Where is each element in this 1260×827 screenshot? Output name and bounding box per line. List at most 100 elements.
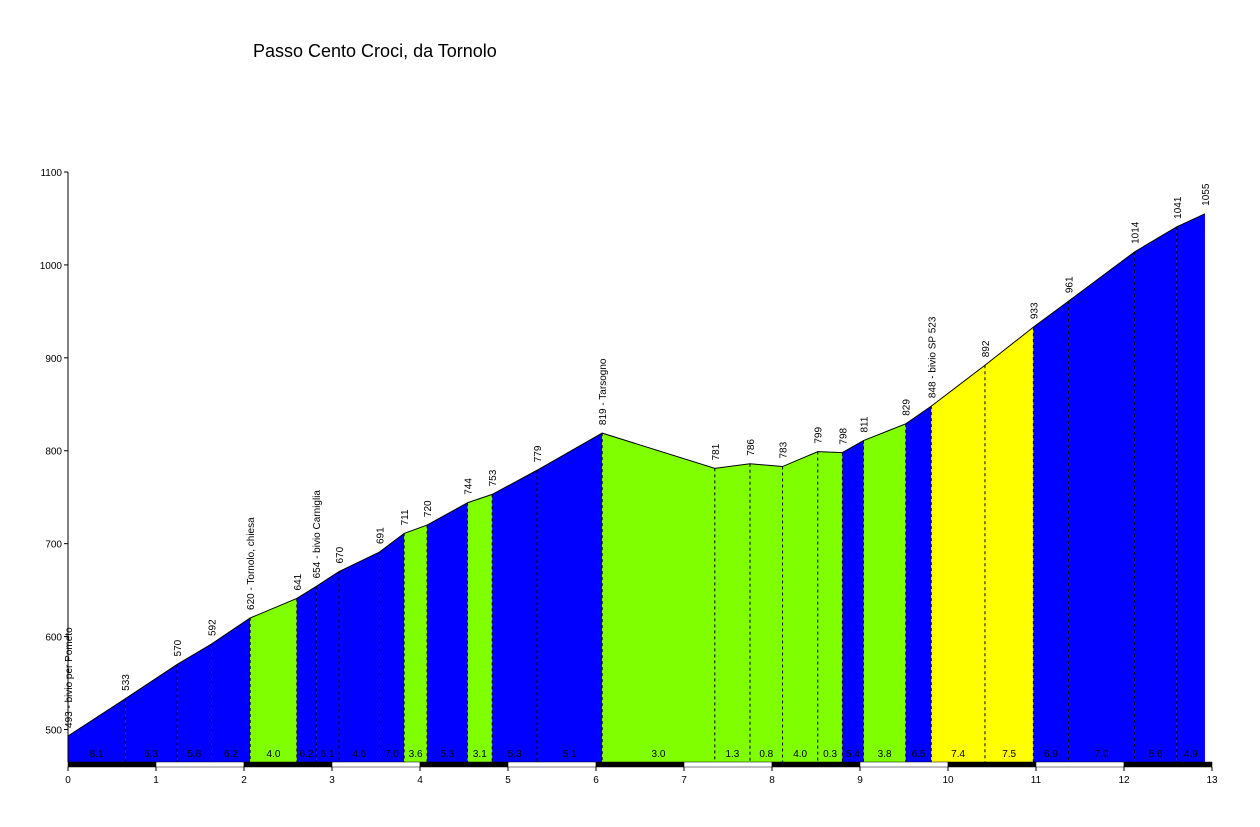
- y-tick-label: 1100: [40, 168, 62, 179]
- gradient-label: 8.1: [90, 749, 104, 760]
- profile-segment: [750, 463, 783, 762]
- gradient-label: 3.1: [473, 749, 487, 760]
- profile-segment: [537, 433, 603, 762]
- profile-segment: [1068, 251, 1135, 762]
- gradient-label: 5.3: [440, 749, 454, 760]
- point-label: 620 - Tornolo, chiesa: [246, 517, 257, 610]
- km-bar-block: [331, 761, 421, 768]
- point-label: 691: [376, 527, 387, 544]
- point-label: 592: [207, 619, 218, 636]
- gradient-label: 7.4: [951, 749, 965, 760]
- gradient-label: 6.2: [224, 749, 238, 760]
- km-bar-block: [947, 761, 1037, 768]
- gradient-label: 6.9: [1044, 749, 1058, 760]
- x-tick-label: 11: [1031, 775, 1042, 786]
- profile-segment: [782, 451, 818, 762]
- km-bar-block: [155, 761, 245, 768]
- point-label: 829: [902, 399, 913, 416]
- point-label: 783: [779, 441, 790, 458]
- x-tick-label: 8: [769, 775, 775, 786]
- profile-segment: [379, 533, 405, 762]
- x-tick-label: 6: [593, 775, 599, 786]
- profile-segment: [125, 664, 178, 762]
- x-tick-label: 1: [153, 775, 159, 786]
- km-bar-block: [419, 761, 509, 768]
- x-tick-label: 7: [681, 775, 687, 786]
- segment-divider-lines: [124, 226, 1178, 762]
- gradient-label: 5.4: [846, 749, 860, 760]
- x-tick-label: 0: [65, 775, 71, 786]
- gradient-label: 3.8: [878, 749, 892, 760]
- x-tick-label: 10: [942, 775, 954, 786]
- point-label: 798: [838, 427, 849, 444]
- profile-segment: [1033, 301, 1069, 762]
- point-label: 720: [423, 500, 434, 517]
- point-label: 570: [173, 639, 184, 656]
- km-bar-block: [859, 761, 949, 768]
- x-tick-label: 5: [505, 775, 511, 786]
- gradient-label: 0.8: [759, 749, 773, 760]
- profile-segment: [427, 502, 468, 762]
- point-label: 811: [860, 416, 871, 432]
- point-label: 670: [335, 546, 346, 563]
- gradient-label: 7.0: [1095, 749, 1109, 760]
- y-tick-label: 900: [45, 354, 62, 365]
- profile-segment: [296, 586, 317, 762]
- y-tick-label: 700: [45, 540, 62, 551]
- profile-segment: [842, 440, 864, 762]
- gradient-label: 4.0: [793, 749, 807, 760]
- chart-title: Passo Cento Croci, da Tornolo: [253, 41, 497, 61]
- point-label: 799: [814, 427, 825, 444]
- x-tick-label: 9: [857, 775, 863, 786]
- point-label: 848 - bivio SP 523: [927, 316, 938, 398]
- profile-segments: [68, 213, 1205, 762]
- point-label: 961: [1065, 276, 1076, 293]
- gradient-label: 6.1: [321, 749, 335, 760]
- point-label: 779: [533, 445, 544, 462]
- point-label: 753: [488, 469, 499, 486]
- profile-segment: [68, 698, 126, 762]
- gradient-label: 1.3: [725, 749, 739, 760]
- y-tick-label: 800: [45, 447, 62, 458]
- km-bar-block: [1035, 761, 1125, 768]
- point-label: 654 - bivio Carniglia: [312, 490, 323, 579]
- gradient-labels: 8.1 6.3 5.8 6.2 4.0 6.2 6.1 4.6 7.0 3.6 5.3 3.1 5.3 5…: [90, 749, 1199, 760]
- point-label: 786: [746, 439, 757, 456]
- x-tick-label: 13: [1206, 775, 1218, 786]
- gradient-label: 7.0: [385, 749, 399, 760]
- km-bar-block: [595, 761, 685, 768]
- profile-segment: [863, 423, 906, 762]
- profile-segment: [339, 552, 380, 762]
- profile-segment: [1176, 213, 1205, 762]
- point-labels: 493 - bivio per Pometo 533 570 592 620 - Tor…: [64, 183, 1212, 728]
- km-bar-block: [507, 761, 597, 768]
- point-label: 744: [464, 478, 475, 495]
- profile-segment: [492, 470, 538, 762]
- point-label: 1041: [1173, 196, 1184, 219]
- gradient-label: 0.3: [823, 749, 837, 760]
- gradient-label: 7.5: [1002, 749, 1016, 760]
- y-tick-label: 1000: [40, 261, 63, 272]
- x-tick-label: 12: [1118, 775, 1130, 786]
- x-tick-label: 4: [417, 775, 423, 786]
- km-bar-block: [1123, 761, 1213, 768]
- point-label: 819 - Tarsogno: [598, 358, 609, 425]
- profile-segment: [714, 463, 750, 762]
- point-label: 1014: [1131, 221, 1142, 244]
- profile-segment: [404, 525, 428, 762]
- profile-segment: [984, 327, 1034, 762]
- gradient-label: 4.9: [1184, 749, 1198, 760]
- y-tick-label: 500: [45, 725, 62, 736]
- point-label: 493 - bivio per Pometo: [64, 627, 75, 728]
- point-label: 641: [293, 573, 304, 590]
- profile-segment: [931, 365, 985, 762]
- gradient-label: 6.3: [144, 749, 158, 760]
- point-label: 533: [121, 674, 132, 691]
- gradient-label: 4.0: [267, 749, 281, 760]
- point-label: 892: [981, 340, 992, 357]
- profile-outline: [67, 213, 1206, 737]
- y-tick-label: 600: [45, 633, 62, 644]
- profile-segment: [905, 406, 932, 762]
